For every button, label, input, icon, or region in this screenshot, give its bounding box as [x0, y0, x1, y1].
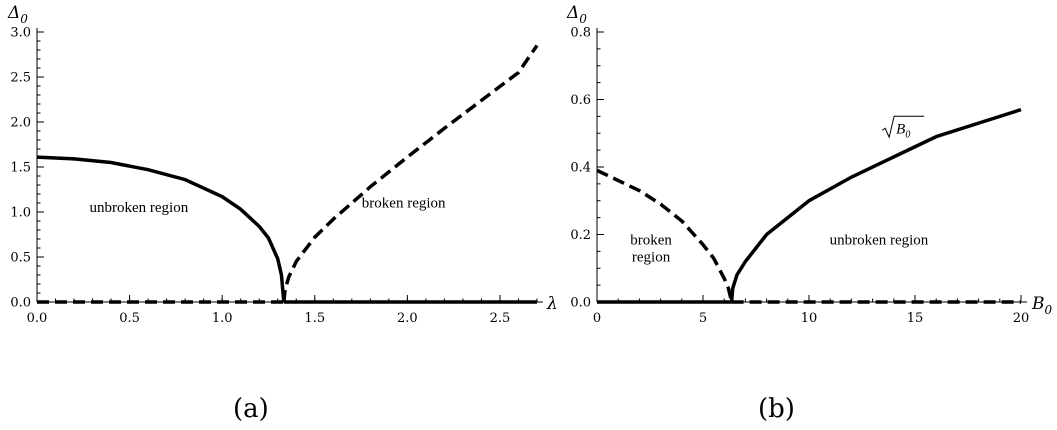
x-tick-label: 2.5: [490, 311, 511, 326]
panel-a-y-axis-label: Δ0: [7, 3, 28, 26]
caption-a: (a): [233, 394, 269, 424]
x-tick-label: 2.0: [397, 311, 418, 326]
x-tick-label: 5: [699, 311, 707, 326]
caption-b: (b): [758, 394, 795, 424]
panel-a-annotation-unbroken: unbroken region: [89, 200, 188, 216]
y-tick-label: 0.5: [10, 251, 31, 266]
y-tick-label: 0.6: [570, 93, 591, 108]
panel-b-chart: 0 5 10 15 20 0.0 0.2 0.4 0.6 0.8 Δ0 B0 broken reg…: [566, 3, 1053, 326]
panel-b-axes: 0 5 10 15 20 0.0 0.2 0.4 0.6 0.8: [570, 26, 1029, 327]
y-tick-label: 1.0: [10, 206, 31, 221]
x-tick-label: 15: [907, 311, 924, 326]
panel-b-annotation-broken-line2: region: [632, 250, 671, 266]
panel-a-chart: 0.0 0.5 1.0 1.5 2.0 2.50.00.51.01.52.02.53.0 …: [7, 3, 558, 326]
sqrt-radicand: B0: [896, 121, 910, 140]
x-tick-label: 1.0: [212, 311, 233, 326]
y-tick-label: 0.8: [570, 26, 591, 41]
x-tick-label: 1.5: [304, 311, 325, 326]
y-tick-label: 2.5: [10, 71, 31, 86]
series-line-0: [596, 168, 734, 303]
series-line-1: [729, 107, 1022, 303]
x-tick-label: 0: [593, 311, 601, 326]
y-tick-label: 0.0: [570, 296, 591, 311]
panel-b-annotation-unbroken: unbroken region: [830, 233, 929, 249]
panel-b-y-axis-label: Δ0: [566, 3, 587, 26]
y-tick-label: 0.2: [570, 228, 591, 243]
y-tick-label: 2.0: [10, 116, 31, 131]
y-tick-label: 3.0: [10, 26, 31, 41]
panel-b-x-axis-label: B0: [1031, 294, 1053, 317]
panel-b-annotation-broken-line1: broken: [630, 233, 672, 249]
panel-b-curves: [596, 107, 1022, 304]
x-tick-label: 10: [801, 311, 818, 326]
panel-a-x-axis-label: λ: [546, 294, 558, 314]
y-tick-label: 1.5: [10, 161, 31, 176]
x-tick-label: 0.0: [27, 311, 48, 326]
y-tick-label: 0.0: [10, 296, 31, 311]
x-tick-label: 0.5: [119, 311, 140, 326]
series-line-1: [282, 44, 539, 303]
y-tick-label: 0.4: [570, 161, 591, 176]
panel-a-annotation-broken: broken region: [362, 196, 446, 212]
sqrt-radical-sign: [881, 115, 925, 139]
x-tick-label: 20: [1013, 311, 1030, 326]
series-line-0: [36, 155, 286, 303]
panel-b-sqrt-label: B0: [881, 115, 925, 140]
panel-a-axes: 0.0 0.5 1.0 1.5 2.0 2.5 0.0 0.5 1.0 1.5 2.0 2.5 3.0: [10, 26, 543, 326]
panel-a-curves: [36, 44, 539, 304]
